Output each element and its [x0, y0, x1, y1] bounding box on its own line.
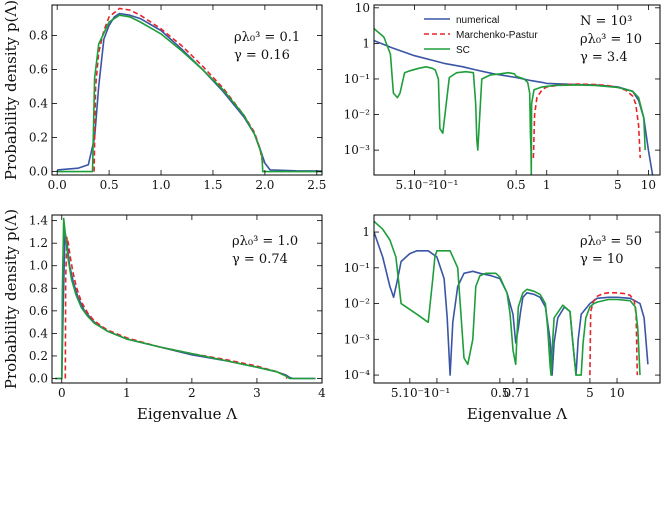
- x-tick-label: 1.5: [203, 178, 222, 192]
- y-tick-label: 10⁻²: [344, 297, 371, 311]
- series-sc-line: [55, 217, 316, 380]
- annotation-text: γ = 3.4: [580, 50, 628, 65]
- annotation-text: γ = 0.74: [232, 252, 288, 267]
- series-sc-line: [374, 220, 641, 376]
- x-tick-label: 1.0: [151, 178, 170, 192]
- legend-label: SC: [456, 45, 470, 56]
- x-tick-label: 2.5: [307, 178, 326, 192]
- y-tick-label: 0.0: [29, 371, 48, 385]
- x-tick-label: 2.0: [255, 178, 274, 192]
- y-tick-label: 0.2: [29, 349, 48, 363]
- panel-p1: 0.0 0.5 1.0 1.5 2.0 2.5 0.0 0.2 0.4 0.6 0.8 ρλ₀³ = …: [29, 4, 326, 192]
- y-tick-label: 0.0: [29, 165, 48, 179]
- y-tick-label: 0.8: [29, 29, 48, 43]
- x-tick-label: 5: [614, 178, 622, 192]
- y-tick-label: 10⁻¹: [344, 261, 370, 275]
- y-axis-label-p3: Probability density p(Λ): [2, 209, 20, 389]
- x-tick-label: 3: [253, 386, 261, 400]
- annotation-text: ρλ₀³ = 1.0: [232, 234, 298, 249]
- x-tick-label: 1: [123, 386, 131, 400]
- x-tick-label: 5.10⁻²: [391, 386, 429, 400]
- x-tick-label: 0.5: [507, 178, 526, 192]
- axes-frame: [373, 214, 661, 384]
- x-tick-label: 10⁻¹: [432, 178, 458, 192]
- series-marchenko-pastur-line: [532, 83, 641, 159]
- x-tick-label: 10: [641, 178, 656, 192]
- legend: numerical Marchenko-Pastur SC: [424, 15, 538, 56]
- y-tick-label: 1: [362, 225, 370, 239]
- annotation-text: ρλ₀³ = 50: [580, 234, 642, 249]
- y-tick-label: 1: [362, 36, 370, 50]
- x-tick-label: 0.7: [503, 386, 522, 400]
- x-tick-label: 0.5: [490, 386, 509, 400]
- series-marchenko-pastur-line: [64, 236, 288, 379]
- x-tick-label: 1: [523, 386, 531, 400]
- x-axis-label-p4: Eigenvalue Λ: [467, 405, 567, 423]
- y-tick-label: 0.2: [29, 131, 48, 145]
- x-tick-label: 0: [58, 386, 66, 400]
- y-tick-label: 1.2: [29, 236, 48, 250]
- x-tick-label: 10: [609, 386, 624, 400]
- y-tick-label: 1.4: [29, 214, 48, 228]
- axes-frame: [51, 4, 323, 176]
- series-sc-line: [374, 27, 646, 175]
- panel-p4: 5.10⁻²10⁻¹ 0.50.7 1 5 1010⁻⁴10⁻³10⁻²10⁻¹1ρλ₀…: [344, 214, 661, 400]
- x-tick-label: 0.0: [48, 178, 67, 192]
- series-sc-line: [57, 14, 322, 173]
- series-numerical-line: [374, 39, 654, 175]
- y-tick-label: 0.6: [29, 63, 48, 77]
- annotation-text: ρλ₀³ = 0.1: [234, 30, 300, 45]
- x-axis-label-p3: Eigenvalue Λ: [137, 405, 237, 423]
- y-tick-label: 10⁻³: [344, 143, 371, 157]
- y-tick-label: 0.8: [29, 281, 48, 295]
- y-tick-label: 1.0: [29, 259, 48, 273]
- y-tick-label: 0.4: [29, 326, 48, 340]
- y-tick-label: 10⁻⁴: [344, 368, 371, 382]
- legend-label: Marchenko-Pastur: [456, 30, 538, 41]
- annotation-text: γ = 10: [580, 252, 623, 267]
- series-marchenko-pastur-line: [589, 291, 639, 376]
- x-tick-label: 5.10⁻²: [396, 178, 434, 192]
- annotation-text: γ = 0.16: [234, 48, 290, 63]
- x-tick-label: 10⁻¹: [424, 386, 450, 400]
- y-tick-label: 10⁻³: [344, 332, 371, 346]
- panel-p3: 0 1 2 3 4 0.0 0.2 0.4 0.6 0.8 1.0 1.2 1.4 ρλ₀³ = 1.0 γ…: [29, 214, 326, 400]
- y-axis-label-p1: Probability density p(Λ): [2, 0, 20, 180]
- series-numerical-line: [374, 231, 649, 376]
- axes-frame: [373, 4, 661, 176]
- y-tick-label: 0.6: [29, 304, 48, 318]
- x-tick-label: 4: [318, 386, 326, 400]
- y-tick-label: 10⁻²: [344, 108, 371, 122]
- axes-frame: [51, 214, 323, 384]
- y-tick-label: 10⁻¹: [344, 72, 370, 86]
- x-tick-label: 0.5: [100, 178, 119, 192]
- annotation-text: ρλ₀³ = 10: [580, 32, 642, 47]
- x-tick-label: 2: [188, 386, 196, 400]
- x-tick-label: 1: [543, 178, 551, 192]
- y-tick-label: 10: [355, 1, 370, 15]
- legend-label: numerical: [456, 15, 499, 26]
- x-tick-label: 5: [586, 386, 594, 400]
- annotation-text: N = 10³: [580, 14, 632, 29]
- y-tick-label: 0.4: [29, 97, 48, 111]
